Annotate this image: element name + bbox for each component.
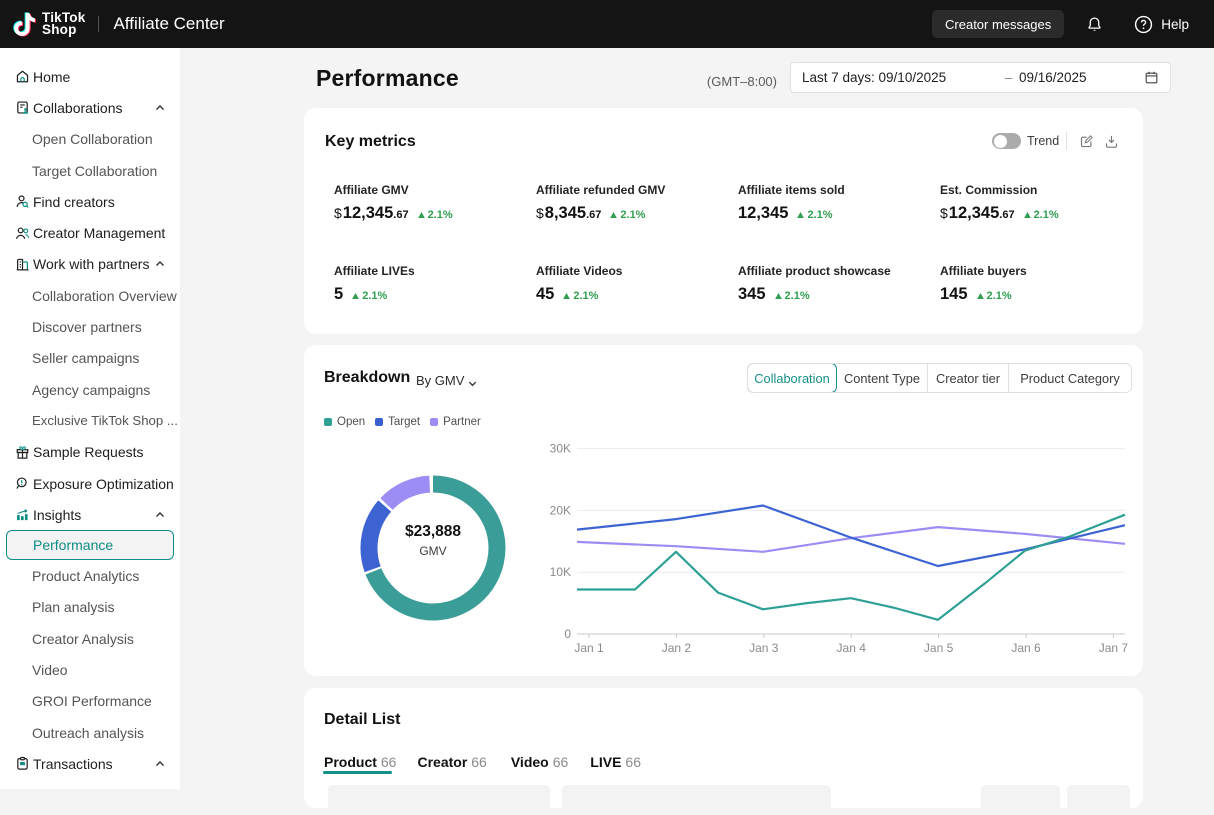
svg-text:Jan 6: Jan 6 [1011,641,1041,655]
svg-text:10K: 10K [550,565,571,579]
svg-text:$23,888: $23,888 [405,523,461,540]
svg-text:30K: 30K [550,442,571,456]
svg-text:Jan 3: Jan 3 [749,641,779,655]
svg-text:Jan 2: Jan 2 [662,641,692,655]
svg-text:Jan 5: Jan 5 [924,641,954,655]
svg-text:0: 0 [564,627,571,641]
svg-text:Jan 4: Jan 4 [837,641,867,655]
svg-text:Jan 1: Jan 1 [574,641,604,655]
svg-text:20K: 20K [550,503,571,517]
svg-text:GMV: GMV [419,544,446,558]
svg-text:Jan 7: Jan 7 [1099,641,1129,655]
